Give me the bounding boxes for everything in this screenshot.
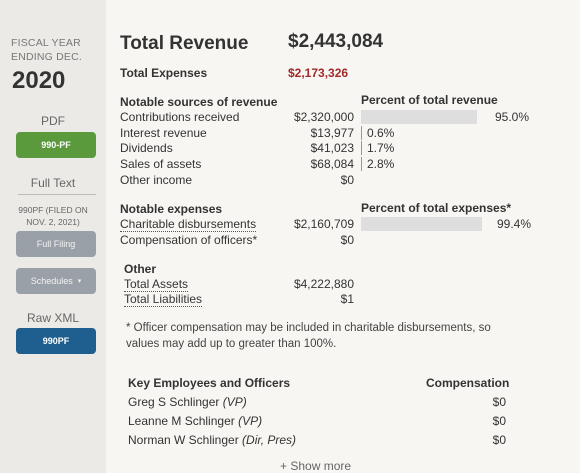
revenue-row-label: Interest revenue (120, 125, 207, 140)
total-liabilities-value: $1 (340, 292, 354, 306)
employee-compensation: $0 (492, 395, 506, 409)
revenue-heading: Notable sources of revenue (120, 95, 278, 109)
sidebar: FISCAL YEAR ENDING DEC. 2020 PDF 990-PF … (0, 0, 106, 473)
full-text-divider (18, 194, 96, 195)
other-heading: Other (124, 262, 157, 276)
total-revenue-label: Total Revenue (120, 33, 249, 54)
full-filing-button[interactable]: Full Filing (16, 231, 96, 257)
total-assets-label[interactable]: Total Assets (124, 277, 189, 292)
expense-row-percent: 99.4% (497, 217, 532, 231)
fiscal-year-label-line2: ENDING DEC. (11, 51, 83, 63)
expenses-percent-heading: Percent of total expenses* (361, 201, 512, 215)
revenue-percent-heading: Percent of total revenue (361, 93, 498, 107)
fiscal-year: 2020 (12, 67, 66, 94)
full-text-heading: Full Text (30, 176, 76, 190)
filed-note-line2: NOV. 2, 2021) (26, 217, 80, 227)
revenue-percent-bar (361, 125, 362, 140)
revenue-row-label: Sales of assets (120, 157, 202, 172)
expense-row-label: Compensation of officers* (120, 233, 257, 247)
total-liabilities-label-text: Total Liabilities (124, 292, 203, 307)
total-revenue-value: $2,443,084 (288, 31, 384, 52)
compensation-heading: Compensation (426, 376, 510, 390)
revenue-row-percent: 0.6% (367, 125, 395, 140)
revenue-percent-bar (361, 157, 362, 172)
main-panel: Total Revenue $2,443,084 Total Expenses … (106, 0, 580, 473)
officer-compensation-footnote: * Officer compensation may be included i… (126, 322, 491, 350)
revenue-row-percent: 95.0% (495, 110, 530, 124)
total-assets-label-text: Total Assets (124, 277, 189, 292)
revenue-row-value: $41,023 (310, 141, 354, 156)
revenue-row-label: Contributions received (120, 110, 240, 124)
employee-role: (Dir, Pres) (242, 433, 297, 447)
total-liabilities-label[interactable]: Total Liabilities (124, 292, 203, 307)
employee-name: Greg S Schlinger (128, 395, 220, 409)
fiscal-year-label: FISCAL YEAR ENDING DEC. (11, 36, 82, 64)
expense-percent-bar (361, 217, 483, 231)
revenue-row-percent: 2.8% (367, 157, 395, 172)
expense-row-label-text: Compensation of officers* (120, 232, 258, 247)
total-assets-value: $4,222,880 (293, 277, 354, 291)
filed-note: 990PF (FILED ON NOV. 2, 2021) (0, 204, 106, 228)
total-expenses-value: $2,173,326 (288, 66, 349, 80)
revenue-percent-bar (361, 141, 362, 156)
employee-name: Leanne M Schlinger (128, 414, 235, 428)
schedules-button-label: Schedules (30, 276, 73, 286)
employee-role: (VP) (222, 395, 247, 409)
fiscal-year-label-line1: FISCAL YEAR (11, 37, 81, 49)
employee-row: Norman W Schlinger (Dir, Pres) (128, 433, 296, 447)
employee-row: Leanne M Schlinger (VP) (128, 414, 262, 428)
revenue-row-label: Other income (120, 172, 193, 187)
employee-role: (VP) (238, 414, 263, 428)
expense-row-label-text: Charitable disbursements (120, 217, 257, 232)
show-more-link[interactable]: + Show more (280, 459, 352, 473)
revenue-row-value: $13,977 (310, 125, 354, 140)
pdf-heading: PDF (41, 114, 65, 128)
revenue-row-percent: 1.7% (367, 141, 395, 156)
pdf-990pf-button[interactable]: 990-PF (16, 132, 96, 158)
revenue-row-value: $2,320,000 (293, 110, 354, 124)
revenue-row-label: Dividends (120, 141, 173, 156)
total-expenses-label: Total Expenses (120, 66, 208, 80)
expense-row-value: $0 (340, 232, 354, 247)
employee-compensation: $0 (492, 433, 506, 447)
expenses-heading: Notable expenses (120, 202, 223, 216)
revenue-row-value: $68,084 (310, 157, 354, 172)
key-employees-heading: Key Employees and Officers (128, 376, 291, 390)
expense-row-value: $2,160,709 (293, 217, 354, 231)
employee-compensation: $0 (492, 414, 506, 428)
employee-row: Greg S Schlinger (VP) (128, 395, 247, 409)
raw-xml-heading: Raw XML (26, 311, 79, 325)
filed-note-line1: 990PF (FILED ON (18, 205, 88, 215)
employee-name: Norman W Schlinger (128, 433, 239, 447)
expense-row-label[interactable]: Charitable disbursements (120, 217, 257, 232)
revenue-row-value: $0 (340, 172, 354, 187)
schedules-button[interactable]: Schedules ▾ (16, 268, 96, 294)
revenue-percent-bar (361, 110, 477, 124)
raw-xml-990pf-button[interactable]: 990PF (16, 328, 96, 354)
chevron-down-icon: ▾ (77, 278, 82, 285)
